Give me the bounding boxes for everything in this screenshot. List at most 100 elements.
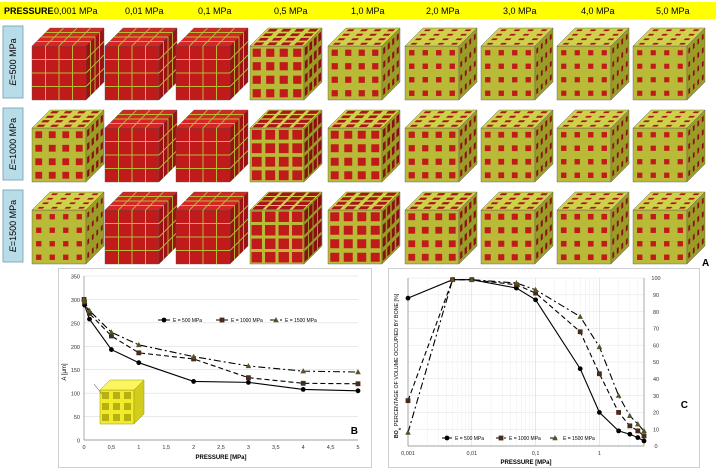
cube-pore — [318, 139, 322, 153]
cube-pore — [344, 144, 353, 153]
cube-pore — [511, 172, 518, 179]
cube-pore — [677, 63, 683, 69]
cube-pore — [350, 38, 360, 41]
cube-pore — [513, 29, 521, 32]
panel-b-y-tick: 50 — [74, 415, 80, 421]
cube-pore — [409, 124, 419, 127]
cube-pore — [486, 42, 494, 45]
cube-pore — [279, 192, 293, 196]
cube-pore — [460, 209, 463, 220]
cube-pore — [301, 197, 316, 201]
panel-b-x-label: PRESSURE [MPa] — [195, 455, 246, 461]
cube-pore — [285, 37, 296, 41]
scaffold-cube — [104, 109, 178, 183]
cube-pore — [603, 29, 610, 32]
cube-pore — [349, 201, 361, 205]
panel-c-y-tick: 100 — [651, 276, 660, 282]
scaffold-cube — [632, 191, 706, 265]
cube-side-face — [534, 109, 554, 183]
cube-side-face — [381, 191, 401, 265]
cube-pore — [414, 120, 423, 123]
cube-pore — [435, 158, 442, 165]
cube-pore — [253, 42, 265, 46]
cube-pore — [494, 197, 504, 200]
cube-pore — [292, 238, 303, 249]
cube-pore — [91, 150, 94, 160]
cube-pore — [701, 197, 704, 205]
cube-pore — [358, 192, 370, 196]
panel-c-y-label: BOV PERCENTAGE OF VOLUME OCCUPIED BY BON… — [394, 293, 402, 438]
cube-pore — [536, 128, 539, 137]
cube-pore — [637, 159, 643, 165]
cube-pore — [387, 204, 391, 216]
cube-pore — [448, 240, 456, 248]
inset-cube-pore — [113, 392, 120, 399]
cube-pore — [293, 62, 302, 71]
panel-c-data-point — [597, 410, 602, 415]
cube-pore — [616, 124, 619, 132]
cube-pore — [278, 156, 289, 167]
cube-pore — [455, 38, 463, 41]
cube-pore — [535, 33, 544, 36]
row-label-e: E=1500 MPa — [2, 189, 24, 263]
cube-pore — [651, 206, 660, 209]
row-label-box — [2, 107, 24, 181]
cube-pore — [450, 124, 459, 127]
cube-pore — [76, 111, 87, 114]
cube-pore — [584, 115, 593, 118]
cube-pore — [422, 145, 429, 152]
cube-pore — [625, 115, 628, 123]
cube-pore — [436, 193, 446, 196]
cube-pore — [540, 219, 543, 228]
cube-pore — [441, 120, 450, 123]
cube-pore — [692, 219, 695, 228]
cube-pore — [469, 78, 472, 86]
cube-pore — [335, 201, 348, 205]
cube-pore — [621, 228, 624, 237]
cube-pore — [396, 113, 400, 125]
cube-pore — [358, 206, 370, 210]
cube-pore — [449, 145, 456, 152]
cube-pore — [418, 197, 428, 200]
cube-pore — [525, 254, 532, 261]
cube-pore — [358, 76, 365, 83]
cube-pore — [574, 77, 580, 83]
cube-pore — [75, 158, 83, 166]
panel-b-x-tick: 4,5 — [327, 445, 335, 451]
pressure-column-label: 5,0 MPa — [656, 6, 690, 16]
cube-pore — [392, 64, 395, 73]
cube-pore — [251, 156, 262, 167]
cube-pore — [96, 242, 99, 250]
cube-pore — [251, 238, 262, 249]
cube-pore — [251, 129, 262, 140]
panel-b-series — [81, 297, 361, 394]
cube-pore — [332, 42, 342, 45]
cube-pore — [683, 202, 691, 205]
cube-pore — [265, 143, 276, 154]
cube-pore — [459, 33, 468, 36]
cube-pore — [464, 150, 467, 160]
pressure-column-label: 0,5 MPa — [274, 6, 308, 16]
cube-pore — [266, 48, 275, 57]
cube-pore — [692, 69, 695, 77]
cube-pore — [498, 213, 505, 220]
cube-pore — [495, 33, 503, 36]
panel-b-y-tick: 150 — [71, 368, 80, 374]
cube-pore — [549, 210, 552, 219]
cube-pore — [540, 111, 548, 114]
cube-pore — [652, 124, 659, 127]
cube-pore — [536, 169, 539, 177]
panel-b-data-point — [355, 381, 361, 387]
cube-pore — [68, 202, 77, 205]
cube-pore — [370, 225, 380, 235]
cube-pore — [473, 73, 476, 82]
panel-c-frame — [388, 268, 700, 468]
cube-pore — [318, 112, 322, 126]
cube-pore — [484, 240, 491, 247]
cube-pore — [306, 110, 320, 114]
cube-pore — [343, 225, 353, 235]
cube-pore — [540, 205, 543, 215]
panel-c-data-point — [577, 366, 583, 372]
cube-pore — [587, 240, 594, 247]
panel-b-data-point — [136, 350, 142, 356]
